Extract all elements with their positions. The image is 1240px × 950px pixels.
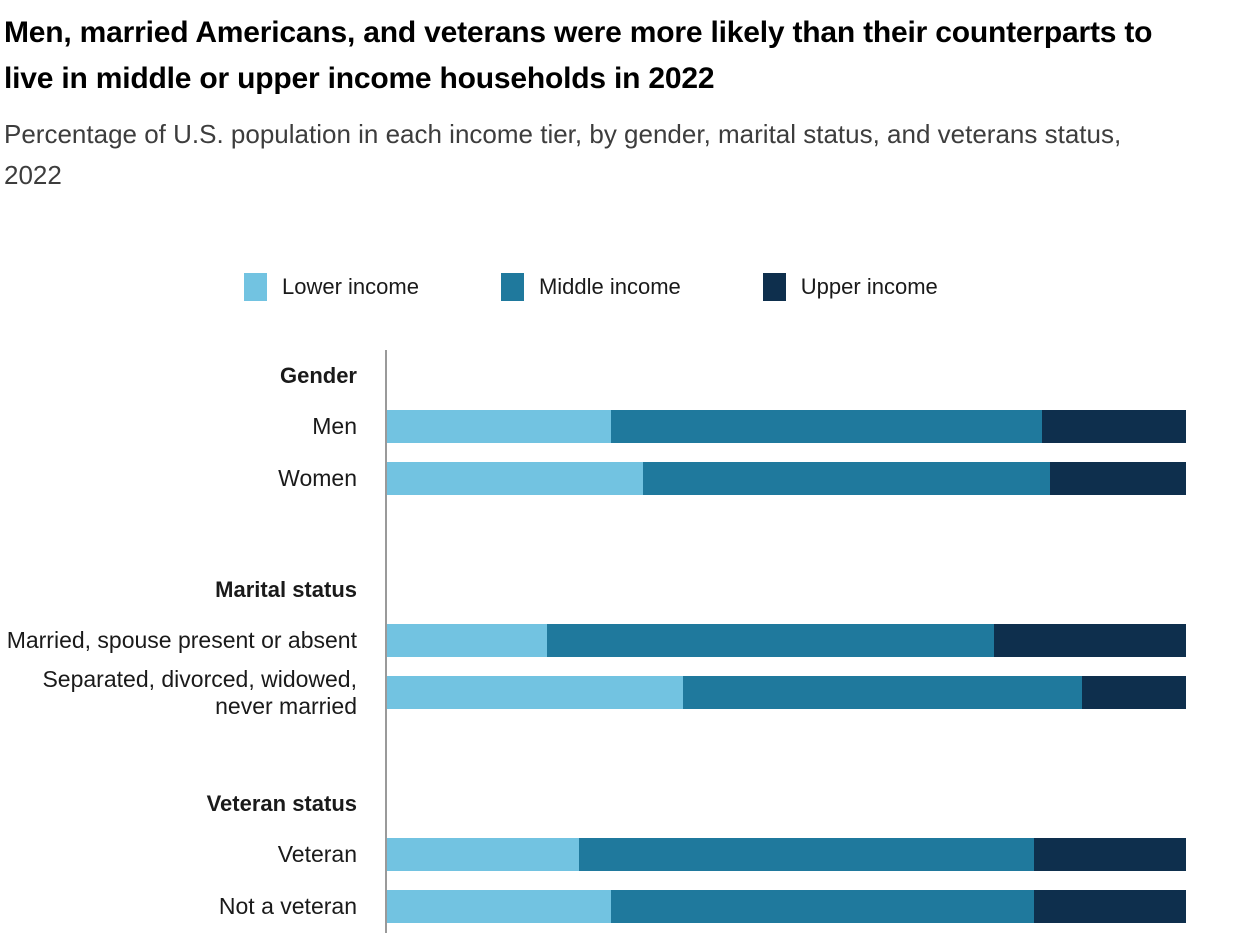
income-tier-chart: Gender Men Women Marital status Married, spo… <box>0 349 1186 933</box>
bar-segment-middle-income <box>642 462 1051 496</box>
chart-group-marital-status: Marital status Married, spouse present or… <box>0 577 1186 719</box>
stacked-bar <box>387 624 1186 658</box>
legend-item-lower-income: Lower income <box>244 272 419 301</box>
stacked-bar <box>387 890 1186 924</box>
bar-segment-upper-income <box>1034 838 1186 872</box>
bar-segment-middle-income <box>546 624 995 658</box>
bar-segment-lower-income <box>387 838 579 872</box>
legend-swatch-upper-income-icon <box>762 272 786 301</box>
bar-row-label: Not a veteran <box>218 893 357 920</box>
y-axis-line <box>385 349 387 933</box>
bar-segment-upper-income <box>1050 462 1186 496</box>
chart-subtitle: Percentage of U.S. population in each in… <box>4 118 1122 191</box>
stacked-bar <box>387 676 1186 710</box>
bar-row-men: Men <box>0 401 1186 453</box>
bar-segment-middle-income <box>610 410 1043 444</box>
bar-segment-lower-income <box>387 676 683 710</box>
chart-group-gender: Gender Men Women <box>0 350 1186 505</box>
group-header-row: Marital status <box>0 577 1186 603</box>
bar-segment-upper-income <box>1082 676 1186 710</box>
bar-row-separated-divorced-widowed-never-married: Separated, divorced, widowed, never marr… <box>0 665 1186 719</box>
bar-row-veteran: Veteran <box>0 829 1186 881</box>
chart-group-veteran-status: Veteran status Veteran Not a veteran <box>0 791 1186 933</box>
bar-segment-upper-income <box>1034 890 1186 924</box>
group-header-row: Veteran status <box>0 791 1186 817</box>
group-header-row: Gender <box>0 363 1186 389</box>
legend-label: Upper income <box>800 273 938 299</box>
bar-row-label: Women <box>278 465 357 492</box>
bar-row-label: Veteran <box>277 841 357 868</box>
bar-segment-middle-income <box>682 676 1083 710</box>
group-header-label: Gender <box>279 362 357 388</box>
stacked-bar <box>387 410 1186 444</box>
bar-segment-lower-income <box>387 624 547 658</box>
legend-swatch-middle-income-icon <box>500 272 524 301</box>
stacked-bar <box>387 462 1186 496</box>
chart-title: Men, married Americans, and veterans wer… <box>4 16 1153 95</box>
bar-row-label: Men <box>312 413 357 440</box>
bar-segment-middle-income <box>578 838 1035 872</box>
stacked-bar <box>387 838 1186 872</box>
group-header-label: Veteran status <box>206 790 357 816</box>
bar-row-label: Separated, divorced, widowed, never marr… <box>42 665 357 719</box>
bar-segment-upper-income <box>1042 410 1186 444</box>
legend: Lower income Middle income Upper income <box>244 272 1240 301</box>
bar-segment-upper-income <box>994 624 1186 658</box>
bar-row-label: Married, spouse present or absent <box>6 627 357 654</box>
legend-item-upper-income: Upper income <box>762 272 938 301</box>
bar-row-married-spouse-present-or-absent: Married, spouse present or absent <box>0 615 1186 667</box>
group-header-label: Marital status <box>215 576 357 602</box>
bar-row-not-a-veteran: Not a veteran <box>0 881 1186 933</box>
bar-row-women: Women <box>0 453 1186 505</box>
bar-segment-lower-income <box>387 462 643 496</box>
legend-label: Middle income <box>538 273 681 299</box>
chart-rows: Gender Men Women Marital status Married, spo… <box>0 350 1186 933</box>
bar-segment-middle-income <box>610 890 1035 924</box>
legend-item-middle-income: Middle income <box>500 272 681 301</box>
legend-swatch-lower-income-icon <box>244 272 267 301</box>
bar-segment-lower-income <box>387 890 611 924</box>
bar-segment-lower-income <box>387 410 611 444</box>
legend-label: Lower income <box>282 273 419 299</box>
